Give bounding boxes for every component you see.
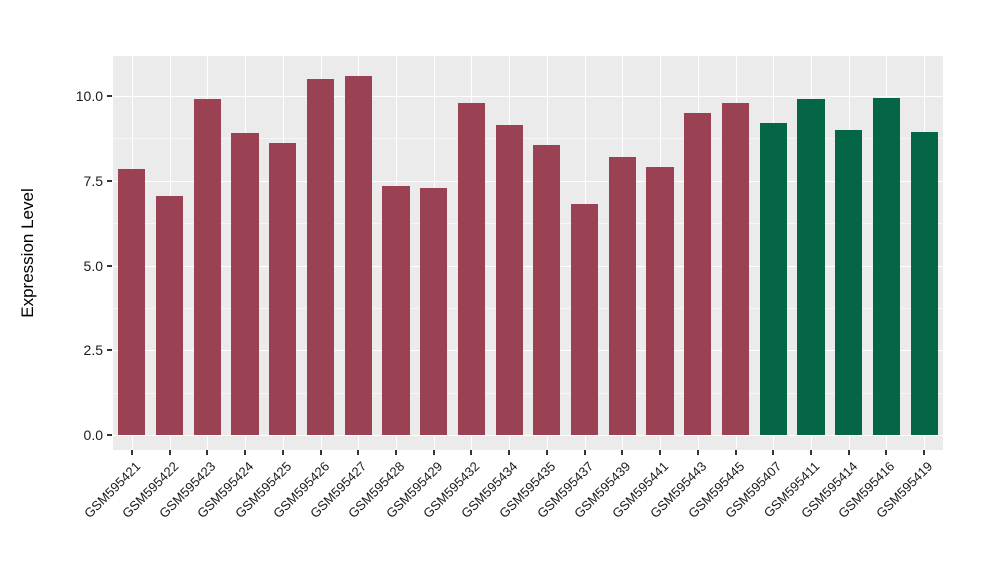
x-axis-tick [772,450,775,455]
gridline-minor [113,307,943,309]
x-axis-tick [696,450,699,455]
bar-GSM595422 [156,196,184,435]
x-axis-tick [206,450,209,455]
x-axis-tick [130,450,133,455]
y-axis-tick [107,434,112,436]
bar-GSM595411 [797,99,825,435]
bar-GSM595429 [420,187,448,435]
bar-GSM595445 [721,102,750,435]
bar-GSM595419 [910,131,938,435]
gridline-major [113,350,943,352]
bar-GSM595428 [382,185,410,435]
y-axis-tick [107,95,112,97]
y-axis-tick [107,264,112,267]
y-axis-tick [107,179,112,182]
x-axis-tick [847,450,850,455]
bar-GSM595432 [457,102,485,435]
bar-GSM595414 [835,129,863,435]
x-axis-tick [885,450,888,455]
x-axis-tick [432,450,435,455]
y-axis-tick-label: 5.0 [83,257,103,274]
bar-GSM595416 [872,97,900,435]
bar-GSM595427 [344,75,372,435]
x-axis-tick [621,450,624,455]
bar-GSM595437 [571,204,599,435]
y-axis-tick-label: 0.0 [83,427,103,443]
x-axis-tick [659,450,662,455]
bar-GSM595425 [269,143,297,435]
bar-GSM595435 [533,145,561,435]
bar-GSM595441 [646,167,674,435]
gridline-major [113,435,943,436]
x-axis-tick [470,450,473,455]
x-axis-tick [244,450,247,455]
x-axis-tick [545,450,548,455]
bar-GSM595426 [306,79,335,435]
bar-GSM595421 [118,168,146,435]
bar-GSM595424 [231,133,259,435]
x-axis-tick [394,450,397,455]
x-axis-tick [583,450,586,455]
y-axis-tick [107,349,112,352]
x-axis-tick [168,450,171,455]
y-axis-tick-label: 10.0 [75,88,103,104]
x-axis-tick [319,450,322,455]
bar-GSM595407 [759,123,787,435]
plot-panel [113,56,943,450]
y-axis-tick-label: 7.5 [83,172,103,189]
gridline-major [113,180,943,182]
gridline-major [113,96,943,97]
x-axis-tick [809,450,812,455]
y-axis-tick-label: 2.5 [83,342,103,359]
x-axis-tick [357,450,360,455]
bar-GSM595423 [193,99,221,435]
x-axis-tick [734,450,737,455]
bar-GSM595439 [608,157,636,435]
gridline-minor [113,223,943,225]
bar-GSM595443 [684,112,712,435]
x-axis-tick [508,450,511,455]
bar-GSM595434 [495,124,523,435]
x-axis-tick [281,450,284,455]
y-axis-title: Expression Level [18,188,37,318]
gridline-minor [113,138,943,140]
x-axis-tick [923,450,926,455]
gridline-minor [113,392,943,394]
gridline-major [113,265,943,267]
